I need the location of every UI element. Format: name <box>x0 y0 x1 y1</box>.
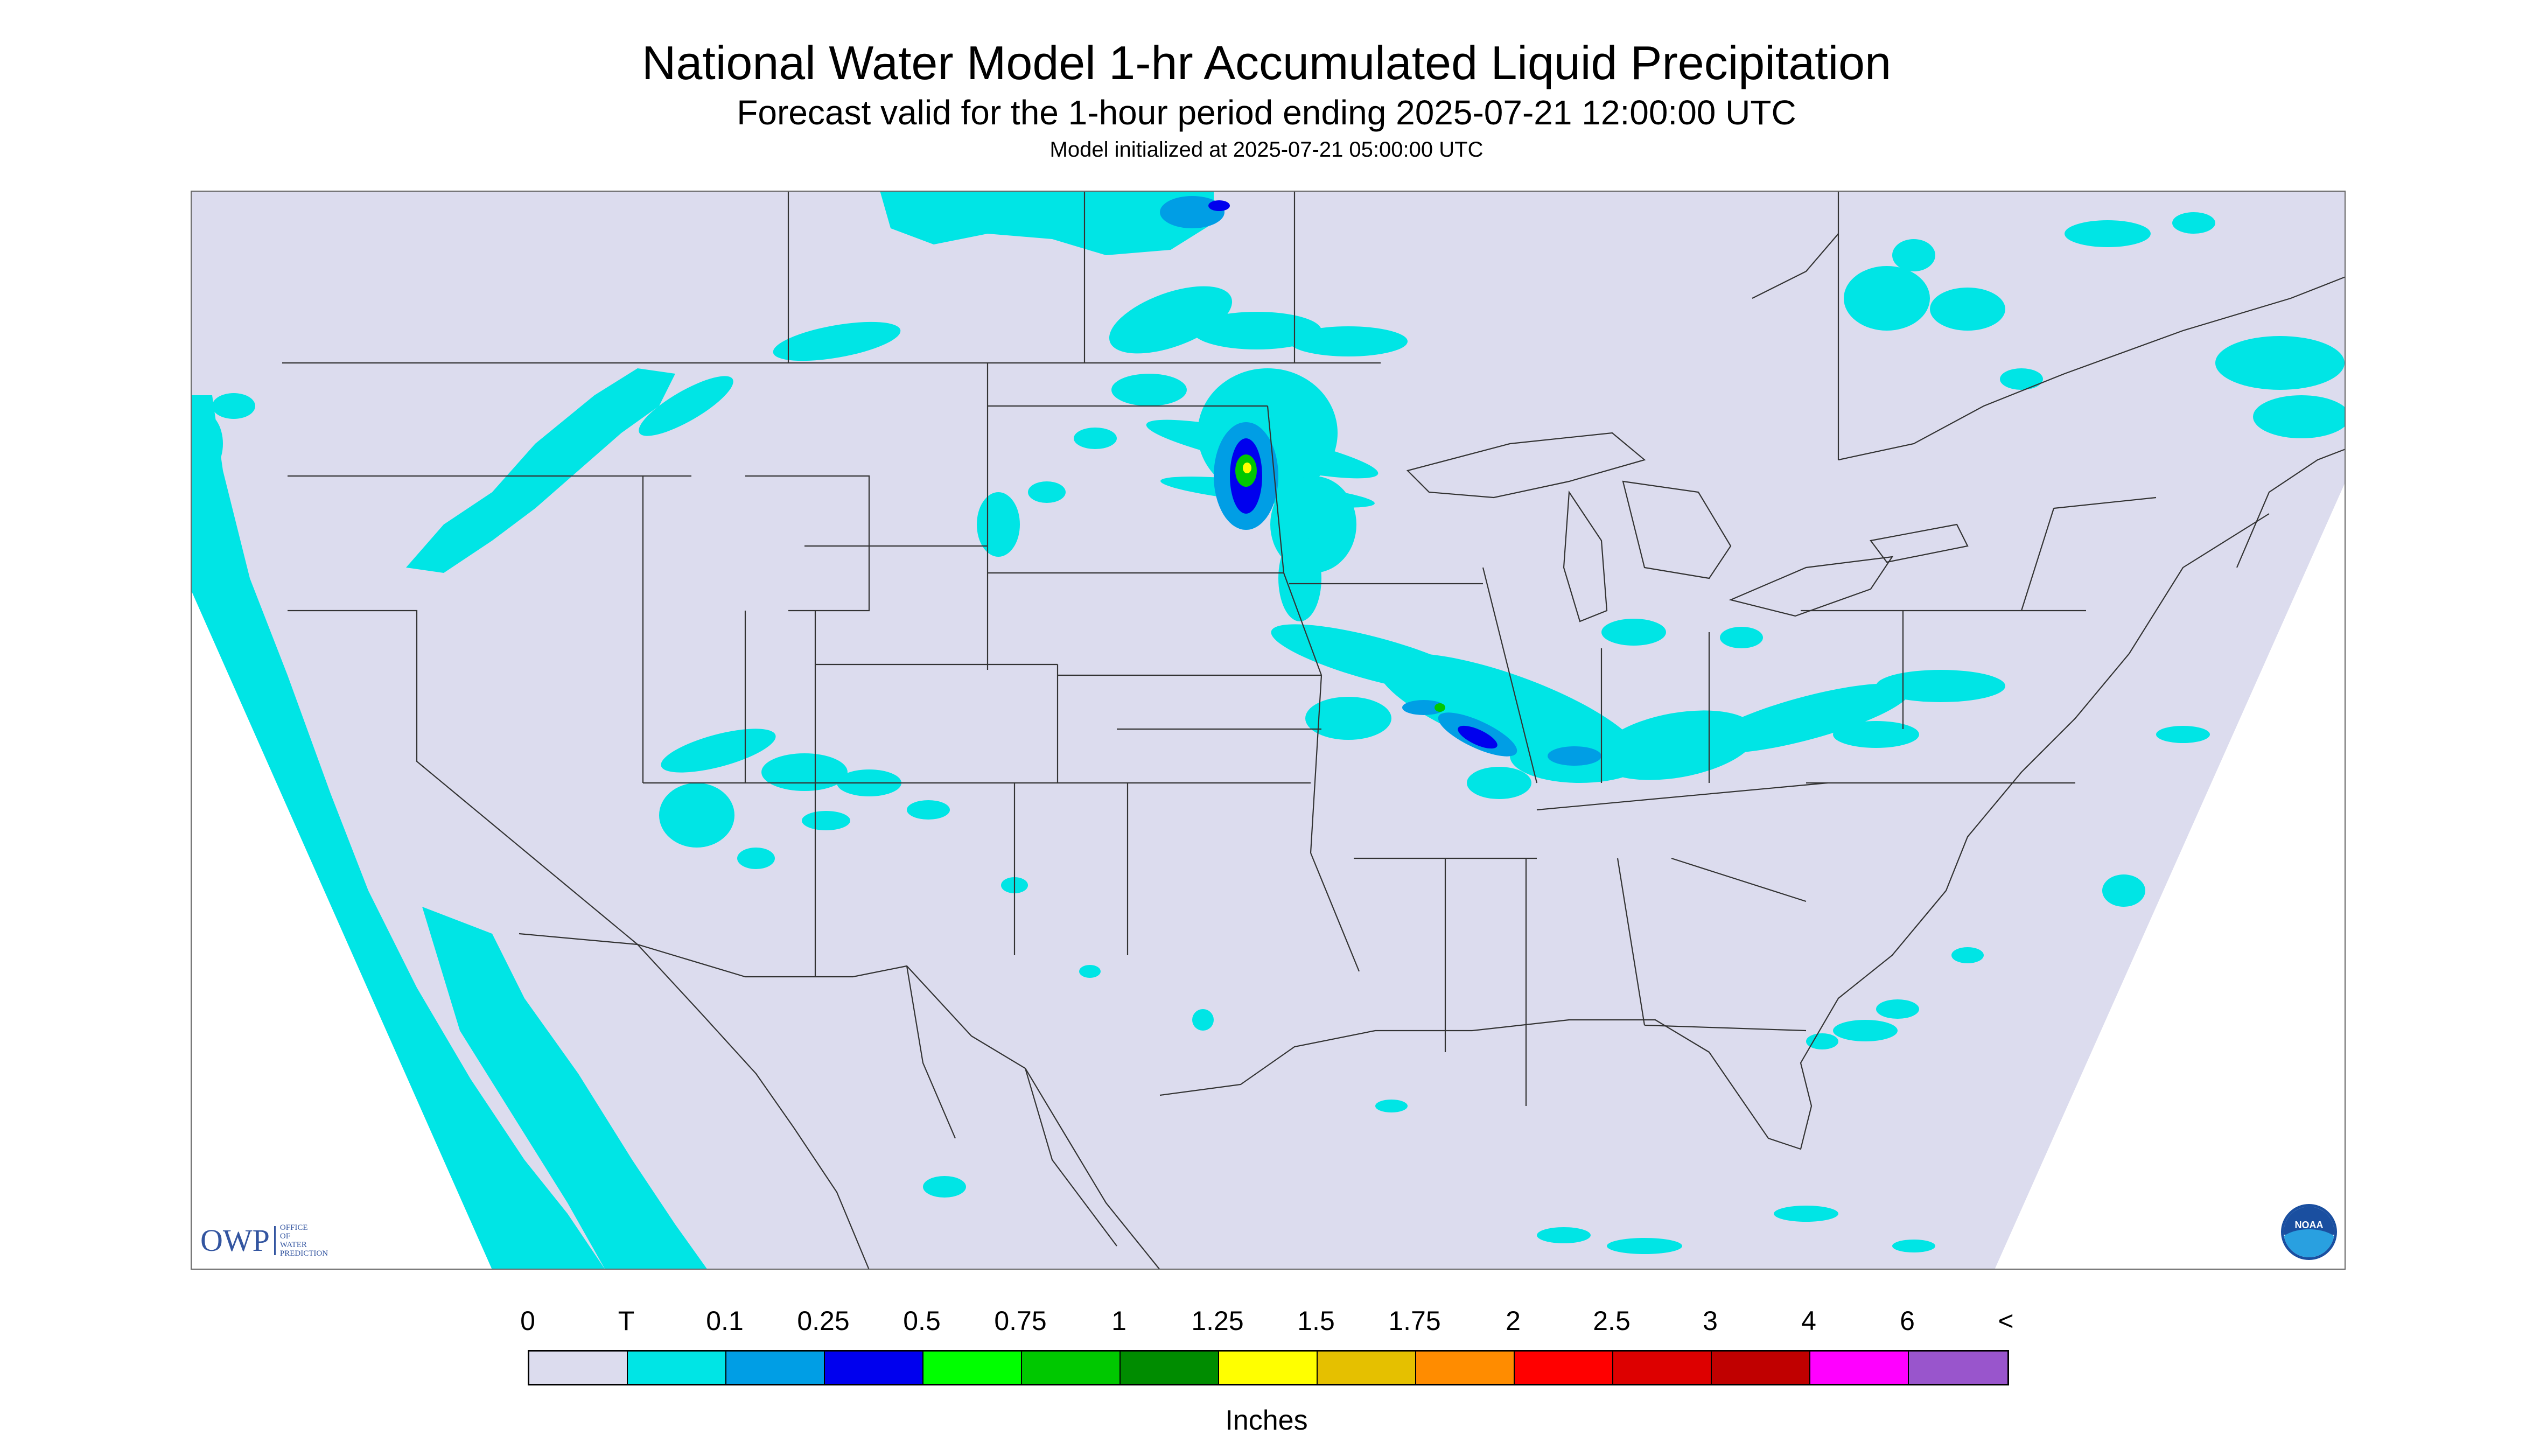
legend-swatch <box>825 1352 923 1384</box>
legend-tick-label: 0.75 <box>994 1306 1047 1336</box>
legend-tick-label: 1 <box>1111 1306 1126 1336</box>
owp-logo: OWP OFFICE OF WATER PREDICTION <box>200 1222 328 1258</box>
legend-swatch <box>1712 1352 1810 1384</box>
legend-tick-label: 2 <box>1506 1306 1521 1336</box>
legend-tick-label: 2.5 <box>1593 1306 1631 1336</box>
legend-colorbar <box>528 1350 2009 1385</box>
legend-tick-label: < <box>1998 1306 2014 1336</box>
legend-swatch <box>923 1352 1022 1384</box>
legend-tick-label: 3 <box>1703 1306 1718 1336</box>
model-init-time: Model initialized at 2025-07-21 05:00:00… <box>1049 138 1484 162</box>
precipitation-map <box>191 191 2346 1272</box>
legend-tick-label: 1.25 <box>1191 1306 1244 1336</box>
legend-swatch <box>1909 1352 2007 1384</box>
legend-tick-label: 1.5 <box>1297 1306 1335 1336</box>
noaa-logo-wave <box>2284 1229 2334 1257</box>
legend-tick-label: 4 <box>1801 1306 1816 1336</box>
political-boundaries <box>282 191 2346 1270</box>
legend-tick-label: 0.5 <box>903 1306 941 1336</box>
legend-swatch <box>1121 1352 1219 1384</box>
legend-swatch <box>726 1352 825 1384</box>
owp-logo-subtext: OFFICE OF WATER PREDICTION <box>279 1223 328 1258</box>
legend-tick-label: 1.75 <box>1388 1306 1441 1336</box>
owp-logo-text: OWP <box>200 1223 270 1258</box>
legend-swatch <box>1810 1352 1909 1384</box>
owp-logo-divider <box>274 1226 276 1255</box>
trace-precip-areas <box>191 191 2346 1270</box>
map-subtitle: Forecast valid for the 1-hour period end… <box>737 93 1796 132</box>
legend-tick-label: 0.25 <box>797 1306 850 1336</box>
legend-swatch <box>1515 1352 1613 1384</box>
legend-swatch <box>628 1352 726 1384</box>
legend-swatch <box>1613 1352 1712 1384</box>
legend-swatch <box>1416 1352 1515 1384</box>
legend-units: Inches <box>1225 1405 1308 1436</box>
noaa-logo-text: NOAA <box>2294 1220 2324 1230</box>
peak-precip-core <box>1243 463 1251 473</box>
legend-labels: 0 T 0.1 0.25 0.5 0.75 1 1.25 1.5 1.75 2 2.5 3 4 6 < <box>0 1305 2533 1343</box>
model-domain <box>191 191 2346 1270</box>
legend-tick-label: 6 <box>1900 1306 1915 1336</box>
legend-tick-label: T <box>618 1306 635 1336</box>
legend-tick-label: 0 <box>520 1306 535 1336</box>
legend-swatch <box>1318 1352 1416 1384</box>
legend-swatch <box>1219 1352 1318 1384</box>
noaa-logo: NOAA <box>2281 1204 2337 1260</box>
legend-tick-label: 0.1 <box>706 1306 744 1336</box>
legend-swatch <box>529 1352 628 1384</box>
legend-swatch <box>1022 1352 1121 1384</box>
map-title: National Water Model 1-hr Accumulated Li… <box>641 36 1892 89</box>
